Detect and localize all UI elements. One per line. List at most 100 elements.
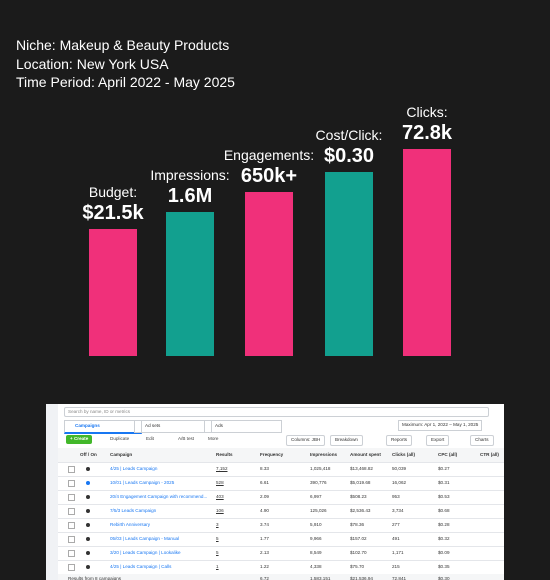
checkbox bbox=[68, 550, 75, 557]
table-row: 7/5/3 Leads Campaign 106 4.90 125,026 $2,536… bbox=[58, 504, 504, 519]
table-cell: $75.70 bbox=[350, 564, 365, 569]
table-cell: 953 bbox=[392, 494, 400, 499]
tab[interactable]: Ad sets bbox=[134, 420, 212, 433]
toolbar-button[interactable]: Charts bbox=[470, 435, 494, 446]
toolbar-button[interactable]: + Create bbox=[66, 435, 93, 444]
table-cell: $13,468.82 bbox=[350, 466, 373, 471]
table-cell: 16,062 bbox=[392, 480, 407, 485]
table-cell: $5,019.68 bbox=[350, 480, 371, 485]
table-header: Off / On Campaign Results Frequency Impressi… bbox=[58, 448, 504, 463]
table-cell: 7,152 bbox=[216, 466, 228, 471]
table-cell: $0.27 bbox=[438, 466, 450, 471]
tab[interactable]: Ads bbox=[204, 420, 282, 433]
table-cell: 403 bbox=[216, 494, 224, 499]
table-cell: 3.74 bbox=[260, 522, 269, 527]
metric-label: Budget: bbox=[88, 184, 138, 200]
table-cell: $78.36 bbox=[350, 522, 365, 527]
toolbar-button[interactable]: Reports bbox=[386, 435, 413, 446]
table-cell: 1 bbox=[216, 564, 219, 569]
table-cell: 1,025,418 bbox=[310, 466, 331, 471]
table-cell: $0.09 bbox=[438, 550, 450, 555]
toolbar-button[interactable]: Breakdown bbox=[330, 435, 363, 446]
tab[interactable]: Campaigns bbox=[64, 420, 142, 434]
table-cell: 491 bbox=[392, 536, 400, 541]
metric-value: $0.30 bbox=[323, 145, 375, 167]
toolbar-button[interactable]: Edit bbox=[146, 436, 154, 441]
campaign-name[interactable]: 20/4 Engagement Campaign with recommend.… bbox=[110, 494, 208, 499]
table-cell: 5 bbox=[216, 550, 219, 555]
campaign-name[interactable]: 4/25 | Leads Campaign bbox=[110, 466, 158, 471]
checkbox bbox=[68, 494, 75, 501]
campaign-name[interactable]: 3/20 | Leads Campaign | Lookalike bbox=[110, 550, 181, 555]
status-dot bbox=[86, 495, 90, 499]
metric-bar bbox=[89, 229, 137, 356]
metric-label: Engagements: bbox=[223, 147, 315, 163]
column-header: Off / On bbox=[80, 452, 97, 457]
table-cell: $2,536.43 bbox=[350, 508, 371, 513]
column-header: Clicks (all) bbox=[392, 452, 415, 457]
table-footer: Results from 8 campaigns 6.72 1,583,151 $21… bbox=[58, 574, 504, 580]
table-cell: 6.61 bbox=[260, 480, 269, 485]
metric-bar bbox=[166, 212, 214, 356]
table-cell: $157.02 bbox=[350, 536, 367, 541]
checkbox bbox=[68, 522, 75, 529]
table-cell: $508.23 bbox=[350, 494, 367, 499]
table-cell: 8,549 bbox=[310, 550, 322, 555]
header-line: Time Period: April 2022 - May 2025 bbox=[16, 74, 235, 90]
status-dot bbox=[86, 565, 90, 569]
table-cell: $0.35 bbox=[438, 564, 450, 569]
date-range[interactable]: Maximum: Apr 1, 2022 – May 1, 2025 bbox=[398, 420, 483, 431]
table-cell: 2.13 bbox=[260, 550, 269, 555]
table-cell: 125,026 bbox=[310, 508, 327, 513]
column-header: Frequency bbox=[260, 452, 284, 457]
status-dot bbox=[86, 523, 90, 527]
metric-label: Impressions: bbox=[150, 167, 230, 183]
campaign-name[interactable]: 7/5/3 Leads Campaign bbox=[110, 508, 157, 513]
metric-value: 1.6M bbox=[167, 185, 213, 207]
campaign-name[interactable]: 4/25 | Leads Campaign | Calls bbox=[110, 564, 172, 569]
toolbar-button[interactable]: Duplicate bbox=[110, 436, 130, 441]
campaign-name[interactable]: 10/01 | Leads Campaign - 2025 bbox=[110, 480, 175, 485]
search-bar[interactable]: Search by name, ID or metrics bbox=[64, 407, 489, 417]
column-header: Amount spent bbox=[350, 452, 381, 457]
table-cell: $0.68 bbox=[438, 508, 450, 513]
table-row: 4/25 | Leads Campaign | Calls 1 1.22 4,338 $… bbox=[58, 560, 504, 575]
table-cell: 4.90 bbox=[260, 508, 269, 513]
table-cell: 8.33 bbox=[260, 466, 269, 471]
checkbox bbox=[68, 508, 75, 515]
status-dot bbox=[86, 537, 90, 541]
header-line: Location: New York USA bbox=[16, 56, 169, 72]
table-cell: 1.22 bbox=[260, 564, 269, 569]
table-row: 20/4 Engagement Campaign with recommend.… bbox=[58, 490, 504, 505]
header-line: Niche: Makeup & Beauty Products bbox=[16, 37, 230, 53]
table-cell: 3,734 bbox=[392, 508, 404, 513]
column-header: Results bbox=[216, 452, 233, 457]
toolbar-button[interactable]: Columns: JBH bbox=[286, 435, 326, 446]
ads-manager-screenshot: Search by name, ID or metrics Maximum: A… bbox=[46, 404, 504, 580]
table-cell: $102.70 bbox=[350, 550, 367, 555]
footer-cell: 1,583,151 bbox=[310, 576, 331, 580]
table-cell: 106 bbox=[216, 508, 224, 513]
footer-cell: 72,841 bbox=[392, 576, 407, 580]
campaign-name[interactable]: Rebirth Anniversary bbox=[110, 522, 151, 527]
metric-bar bbox=[403, 149, 451, 356]
status-dot bbox=[86, 481, 90, 485]
status-dot bbox=[86, 551, 90, 555]
table-cell: 50,039 bbox=[392, 466, 407, 471]
toolbar-button[interactable]: More bbox=[208, 436, 219, 441]
table-cell: $0.31 bbox=[438, 480, 450, 485]
campaign-name[interactable]: 05/03 | Leads Campaign - Manual bbox=[110, 536, 180, 541]
table-cell: 6,997 bbox=[310, 494, 322, 499]
table-cell: $0.53 bbox=[438, 494, 450, 499]
checkbox bbox=[68, 564, 75, 571]
table-cell: 277 bbox=[392, 522, 400, 527]
metric-value: 650k+ bbox=[240, 165, 298, 187]
toolbar-button[interactable]: A/B test bbox=[178, 436, 195, 441]
table-row: 10/01 | Leads Campaign - 2025 528 6.61 390,… bbox=[58, 476, 504, 491]
table-cell: 1,171 bbox=[392, 550, 404, 555]
checkbox bbox=[68, 466, 75, 473]
toolbar-button[interactable]: Export bbox=[426, 435, 450, 446]
table-cell: $0.28 bbox=[438, 522, 450, 527]
table-cell: 9,966 bbox=[310, 536, 322, 541]
status-dot bbox=[86, 467, 90, 471]
